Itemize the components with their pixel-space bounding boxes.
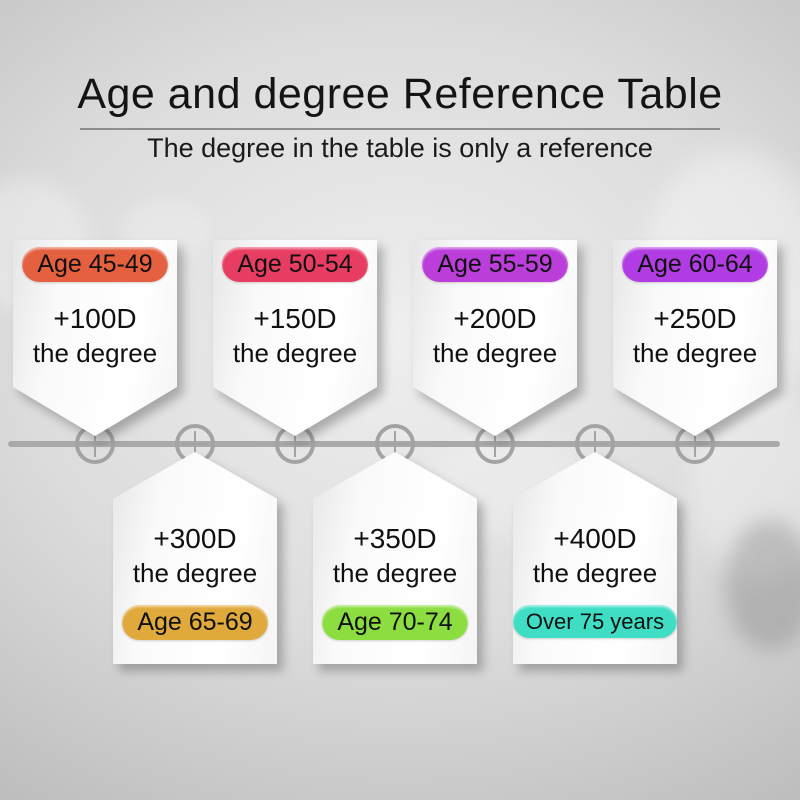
- degree-value: +250D: [653, 303, 737, 334]
- page-title: Age and degree Reference Table: [77, 70, 723, 118]
- age-badge-label: Age 45-49: [37, 250, 153, 278]
- plus-icon: [79, 428, 111, 460]
- pennant-shape: Age 60-64 +250D the degree: [613, 240, 777, 436]
- age-card-65-69: +300D the degree Age 65-69: [113, 452, 277, 664]
- age-card-60-64: Age 60-64 +250D the degree: [613, 240, 777, 436]
- plus-icon: [679, 428, 711, 460]
- age-badge: Age 70-74: [322, 605, 468, 640]
- plus-icon: [579, 428, 611, 460]
- age-badge: Age 45-49: [22, 247, 168, 282]
- degree-value: +400D: [553, 523, 637, 554]
- house-shape: +350D the degree Age 70-74: [313, 452, 477, 664]
- age-badge: Over 75 years: [513, 605, 677, 638]
- pennant-shape: Age 50-54 +150D the degree: [213, 240, 377, 436]
- age-badge-label: Age 50-54: [237, 250, 353, 278]
- degree-value: +200D: [453, 303, 537, 334]
- house-shape: +400D the degree Over 75 years: [513, 452, 677, 664]
- age-card-55-59: Age 55-59 +200D the degree: [413, 240, 577, 436]
- age-card-70-74: +350D the degree Age 70-74: [313, 452, 477, 664]
- age-badge-label: Age 65-69: [137, 608, 253, 636]
- degree-value: +100D: [53, 303, 137, 334]
- age-badge-label: Age 70-74: [337, 608, 453, 636]
- age-badge-label: Over 75 years: [525, 608, 665, 634]
- degree-caption: the degree: [32, 338, 158, 368]
- pennant-shape: Age 45-49 +100D the degree: [13, 240, 177, 436]
- age-badge-label: Age 60-64: [637, 250, 753, 278]
- degree-caption: the degree: [532, 558, 658, 588]
- degree-value: +150D: [253, 303, 337, 334]
- plus-icon: [379, 428, 411, 460]
- age-badge: Age 65-69: [122, 605, 268, 640]
- page-subtitle: The degree in the table is only a refere…: [147, 133, 653, 163]
- title-divider: [80, 128, 720, 130]
- world-map-decoration: [725, 520, 800, 650]
- age-badge: Age 50-54: [222, 247, 368, 282]
- house-shape: +300D the degree Age 65-69: [113, 452, 277, 664]
- plus-icon: [279, 428, 311, 460]
- age-badge: Age 55-59: [422, 247, 568, 282]
- pennant-shape: Age 55-59 +200D the degree: [413, 240, 577, 436]
- age-card-over-75: +400D the degree Over 75 years: [513, 452, 677, 664]
- degree-caption: the degree: [132, 558, 258, 588]
- degree-caption: the degree: [432, 338, 558, 368]
- degree-value: +350D: [353, 523, 437, 554]
- age-card-45-49: Age 45-49 +100D the degree: [13, 240, 177, 436]
- degree-caption: the degree: [632, 338, 758, 368]
- degree-caption: the degree: [332, 558, 458, 588]
- age-badge-label: Age 55-59: [437, 250, 553, 278]
- age-badge: Age 60-64: [622, 247, 768, 282]
- degree-caption: the degree: [232, 338, 358, 368]
- degree-value: +300D: [153, 523, 237, 554]
- plus-icon: [179, 428, 211, 460]
- age-card-50-54: Age 50-54 +150D the degree: [213, 240, 377, 436]
- plus-icon: [479, 428, 511, 460]
